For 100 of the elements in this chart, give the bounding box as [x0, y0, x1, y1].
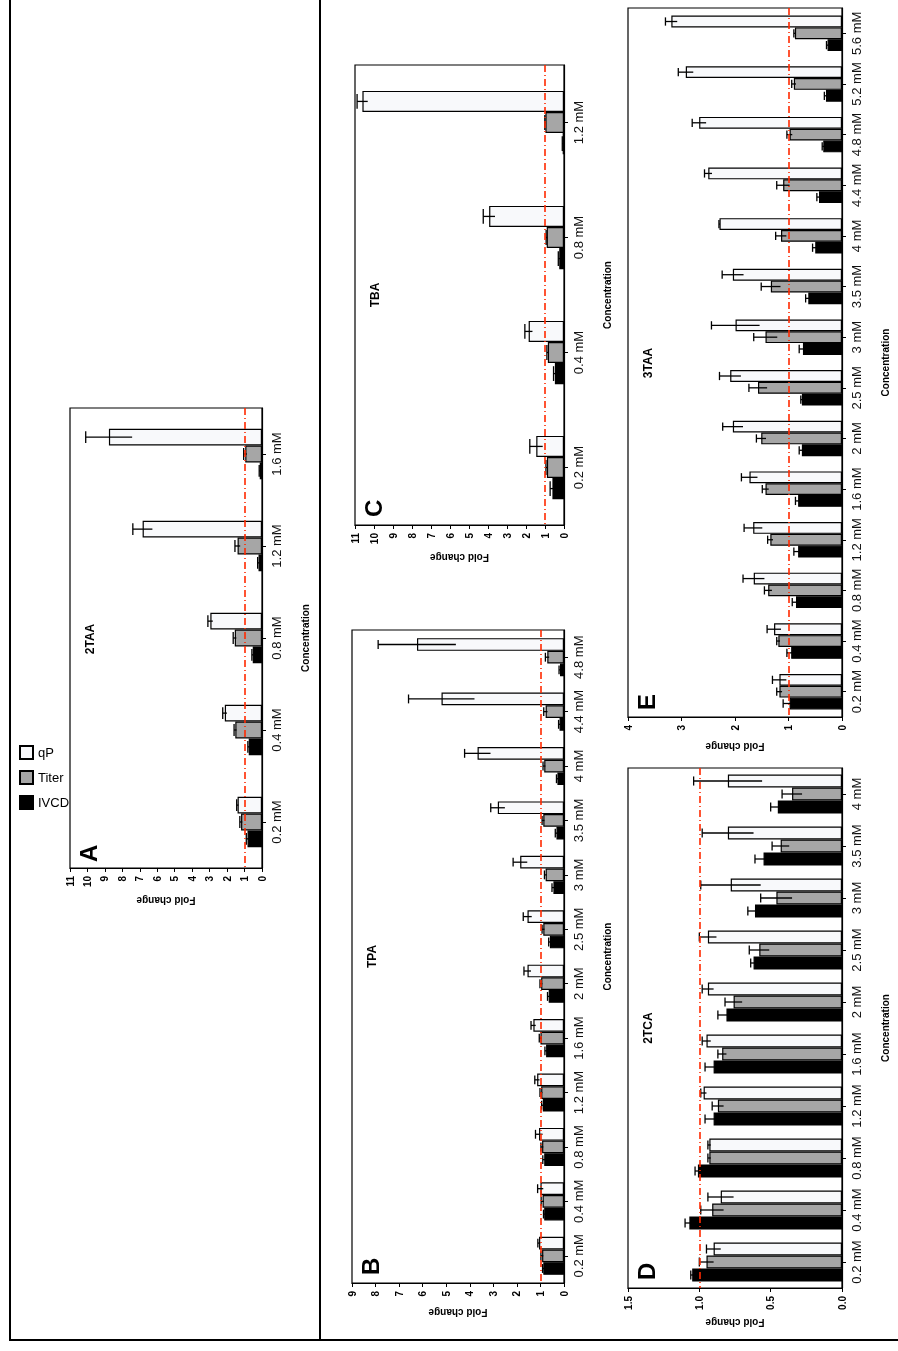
text: D	[632, 1262, 660, 1280]
y-tick-label: 2.5 mM	[571, 907, 586, 951]
text: C	[359, 499, 387, 517]
y-tick-label: 0.2 mM	[849, 670, 864, 714]
y-tick-label: 0.4 mM	[849, 1188, 864, 1232]
y-tick-label: 1.6 mM	[849, 467, 864, 511]
text: B	[356, 1257, 384, 1275]
y-tick-label: 2 mM	[571, 967, 586, 1000]
x-tick-label: 2	[520, 532, 532, 539]
y-tick-label: 5.6 mM	[849, 11, 864, 55]
x-tick-label: 1	[539, 532, 551, 539]
y-tick-label: 3.5 mM	[849, 824, 864, 868]
y-tick-label: 2 mM	[849, 422, 864, 455]
x-tick-label: 11	[64, 875, 76, 887]
x-tick-label: 0	[256, 875, 268, 882]
x-tick-label: 11	[349, 532, 361, 544]
y-axis-title: Concentration	[601, 261, 613, 329]
y-tick-label: 3.5 mM	[849, 264, 864, 309]
y-tick-label: 4.8 mM	[571, 635, 586, 679]
y-tick-label: 0.4 mM	[571, 1179, 586, 1224]
y-tick-label: 2.5 mM	[849, 366, 864, 410]
y-tick-label: 0.8 mM	[849, 1136, 864, 1180]
x-tick-label: 3	[676, 724, 687, 731]
x-tick-label: 5	[169, 875, 181, 882]
x-tick-label: 7	[134, 875, 146, 882]
x-axis-title: Fold change	[429, 551, 489, 563]
x-tick-label: 3	[487, 1290, 499, 1297]
x-tick-label: 8	[116, 875, 128, 882]
x-tick-label: 7	[393, 1290, 405, 1297]
x-tick-label: 3	[204, 875, 216, 882]
y-tick-label: 1.2 mM	[849, 1084, 864, 1128]
x-tick-label: 1	[534, 1290, 546, 1297]
y-tick-label: 4.4 mM	[571, 689, 586, 734]
x-tick-label: 4	[186, 875, 198, 882]
y-tick-label: 1.6 mM	[571, 1016, 586, 1060]
text: 3TAA	[641, 347, 655, 379]
x-tick-label: 0.5	[765, 1295, 777, 1310]
y-tick-label: 3 mM	[571, 858, 586, 892]
x-tick-label: 4	[464, 1290, 476, 1297]
y-tick-label: 4 mM	[849, 219, 864, 253]
x-tick-label: 6	[444, 532, 456, 539]
y-tick-label: 1.2 mM	[571, 1070, 586, 1115]
x-tick-label: 2	[511, 1290, 523, 1297]
y-tick-label: 0.8 mM	[269, 616, 284, 660]
text: A	[74, 844, 102, 862]
y-tick-label: 1.2 mM	[849, 518, 864, 562]
x-tick-label: 5	[463, 532, 475, 539]
x-tick-label: 0	[558, 1290, 570, 1297]
x-tick-label: 8	[370, 1290, 382, 1297]
y-tick-label: 3 mM	[849, 320, 864, 354]
x-tick-label: 6	[151, 875, 163, 882]
x-tick-label: 2	[221, 875, 233, 882]
text: 2TAA	[83, 623, 97, 655]
x-axis-title: Fold change	[136, 894, 196, 906]
y-tick-label: 0.2 mM	[849, 1240, 864, 1284]
y-tick-label: 4.8 mM	[849, 112, 864, 157]
y-axis-title: Concentration	[299, 604, 311, 672]
x-tick-label: 0	[836, 724, 848, 731]
x-axis-title: Fold change	[428, 1306, 488, 1318]
x-tick-label: 4	[622, 724, 634, 731]
y-tick-label: 1.6 mM	[849, 1032, 864, 1076]
y-tick-label: 0.4 mM	[269, 708, 284, 752]
x-tick-label: 1.0	[693, 1295, 705, 1310]
y-tick-label: 0.8 mM	[571, 215, 586, 260]
y-tick-label: 0.2 mM	[269, 800, 284, 844]
x-tick-label: 0	[558, 532, 570, 539]
y-axis-title: Concentration	[601, 922, 613, 991]
y-tick-label: 0.8 mM	[571, 1125, 586, 1169]
x-tick-label: 7	[425, 532, 437, 539]
x-tick-label: 2	[729, 724, 741, 731]
x-tick-label: 5	[440, 1290, 452, 1297]
x-tick-label: 4	[482, 532, 494, 539]
x-tick-label: 9	[99, 875, 111, 882]
x-tick-label: 10	[81, 875, 93, 888]
y-tick-label: 1.6 mM	[269, 432, 284, 476]
y-tick-label: 1.2 mM	[571, 100, 586, 145]
y-tick-label: 1.2 mM	[269, 524, 284, 568]
x-tick-label: 3	[501, 532, 513, 539]
y-tick-label: 2 mM	[849, 985, 864, 1019]
y-tick-label: 4 mM	[571, 749, 586, 783]
y-tick-label: 0.2 mM	[571, 1234, 586, 1278]
legend-label: Titer	[38, 770, 65, 785]
x-tick-label: 8	[406, 532, 418, 539]
y-tick-label: 0.4 mM	[849, 619, 864, 663]
x-tick-label: 10	[368, 532, 380, 545]
y-tick-label: 4.4 mM	[849, 163, 864, 207]
y-tick-label: 3.5 mM	[571, 798, 586, 843]
x-tick-label: 1.5	[622, 1295, 634, 1310]
y-axis-title: Concentration	[879, 994, 891, 1062]
legend-label: IVCD	[38, 795, 70, 810]
y-tick-label: 0.8 mM	[849, 568, 864, 613]
x-tick-label: 9	[346, 1290, 358, 1297]
y-tick-label: 2.5 mM	[849, 928, 864, 972]
y-tick-label: 0.2 mM	[571, 445, 586, 490]
text: 2TCA	[641, 1012, 655, 1044]
y-tick-label: 4 mM	[849, 777, 864, 811]
x-tick-label: 1	[239, 875, 251, 882]
text: E	[632, 693, 660, 710]
y-axis-title: Concentration	[879, 328, 891, 397]
x-tick-label: 6	[417, 1290, 429, 1297]
